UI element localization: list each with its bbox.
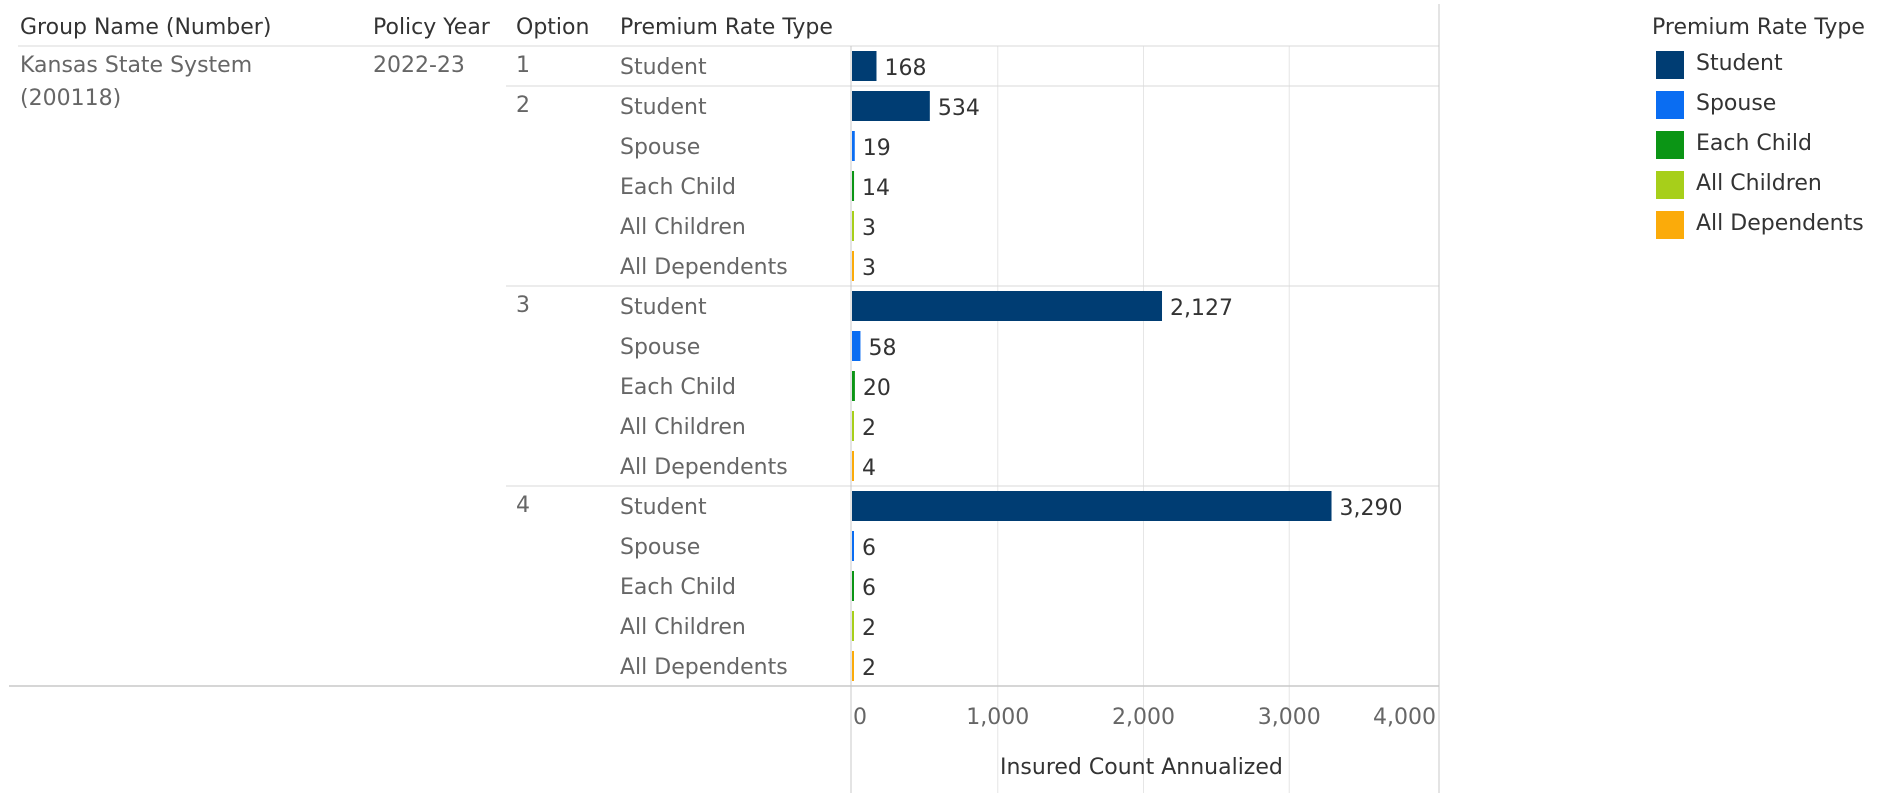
group-name: Kansas State System bbox=[20, 53, 253, 78]
data-label-option-3-all-dependents: 4 bbox=[862, 456, 876, 481]
option-label-1: 1 bbox=[516, 53, 530, 78]
header-option: Option bbox=[516, 15, 590, 40]
header-group-name: Group Name (Number) bbox=[20, 15, 272, 40]
data-label-option-3-spouse: 58 bbox=[868, 336, 896, 361]
data-label-option-3-each-child: 20 bbox=[863, 376, 891, 401]
x-tick-label-4000: 4,000 bbox=[1373, 705, 1436, 730]
bar-option-3-student bbox=[852, 291, 1163, 321]
data-label-option-3-student: 2,127 bbox=[1170, 296, 1233, 321]
bar-option-2-spouse bbox=[852, 131, 855, 161]
x-tick-label-0: 0 bbox=[853, 705, 867, 730]
rate-type-label-student: Student bbox=[620, 95, 707, 120]
legend-swatch-each-child bbox=[1656, 131, 1684, 159]
option-label-2: 2 bbox=[516, 93, 530, 118]
data-label-option-2-all-dependents: 3 bbox=[862, 256, 876, 281]
rate-type-label-spouse: Spouse bbox=[620, 335, 700, 360]
legend-label-each-child: Each Child bbox=[1696, 131, 1812, 156]
header-policy-year: Policy Year bbox=[373, 15, 490, 40]
rate-type-label-all-dependents: All Dependents bbox=[620, 255, 788, 280]
bar-option-4-each-child bbox=[852, 571, 854, 601]
policy-year-value: 2022-23 bbox=[373, 53, 465, 78]
rate-type-label-all-dependents: All Dependents bbox=[620, 455, 788, 480]
data-label-option-4-student: 3,290 bbox=[1340, 496, 1403, 521]
rate-type-label-all-dependents: All Dependents bbox=[620, 655, 788, 680]
x-tick-label-1000: 1,000 bbox=[966, 705, 1029, 730]
legend-label-student: Student bbox=[1696, 51, 1783, 76]
data-label-option-4-all-children: 2 bbox=[862, 616, 876, 641]
data-label-option-2-student: 534 bbox=[938, 96, 980, 121]
bar-option-2-all-children bbox=[852, 211, 854, 241]
rate-type-label-each-child: Each Child bbox=[620, 375, 736, 400]
x-tick-label-2000: 2,000 bbox=[1112, 705, 1175, 730]
data-label-option-1-student: 168 bbox=[884, 56, 926, 81]
legend-label-spouse: Spouse bbox=[1696, 91, 1777, 116]
bar-option-1-student bbox=[852, 51, 877, 81]
data-label-option-4-all-dependents: 2 bbox=[862, 656, 876, 681]
rate-type-label-student: Student bbox=[620, 295, 707, 320]
bar-option-3-all-dependents bbox=[852, 451, 854, 481]
bar-option-3-spouse bbox=[852, 331, 861, 361]
bar-option-4-all-children bbox=[852, 611, 854, 641]
option-label-3: 3 bbox=[516, 293, 530, 318]
bar-option-3-all-children bbox=[852, 411, 854, 441]
x-tick-label-3000: 3,000 bbox=[1258, 705, 1321, 730]
legend-label-all-dependents: All Dependents bbox=[1696, 211, 1864, 236]
data-label-option-2-each-child: 14 bbox=[862, 176, 890, 201]
data-label-option-4-spouse: 6 bbox=[862, 536, 876, 561]
rate-type-label-spouse: Spouse bbox=[620, 135, 700, 160]
option-label-4: 4 bbox=[516, 493, 530, 518]
bar-option-2-all-dependents bbox=[852, 251, 854, 281]
legend-label-all-children: All Children bbox=[1696, 171, 1822, 196]
legend-swatch-all-dependents bbox=[1656, 211, 1684, 239]
rate-type-label-each-child: Each Child bbox=[620, 175, 736, 200]
data-label-option-2-spouse: 19 bbox=[863, 136, 891, 161]
rate-type-label-student: Student bbox=[620, 495, 707, 520]
bar-option-4-all-dependents bbox=[852, 651, 854, 681]
legend-swatch-student bbox=[1656, 51, 1684, 79]
legend-title: Premium Rate Type bbox=[1652, 15, 1865, 40]
bar-option-4-spouse bbox=[852, 531, 854, 561]
rate-type-label-all-children: All Children bbox=[620, 615, 746, 640]
rate-type-label-spouse: Spouse bbox=[620, 535, 700, 560]
bar-option-2-student bbox=[852, 91, 930, 121]
bar-option-4-student bbox=[852, 491, 1332, 521]
x-axis-title: Insured Count Annualized bbox=[1000, 755, 1283, 780]
legend-swatch-all-children bbox=[1656, 171, 1684, 199]
data-label-option-4-each-child: 6 bbox=[862, 576, 876, 601]
legend-swatch-spouse bbox=[1656, 91, 1684, 119]
bar-option-3-each-child bbox=[852, 371, 855, 401]
rate-type-label-all-children: All Children bbox=[620, 215, 746, 240]
rate-type-label-student: Student bbox=[620, 55, 707, 80]
rate-type-label-each-child: Each Child bbox=[620, 575, 736, 600]
group-number: (200118) bbox=[20, 86, 122, 111]
data-label-option-3-all-children: 2 bbox=[862, 416, 876, 441]
data-label-option-2-all-children: 3 bbox=[862, 216, 876, 241]
rate-type-label-all-children: All Children bbox=[620, 415, 746, 440]
header-premium-rate-type: Premium Rate Type bbox=[620, 15, 833, 40]
bar-option-2-each-child bbox=[852, 171, 855, 201]
